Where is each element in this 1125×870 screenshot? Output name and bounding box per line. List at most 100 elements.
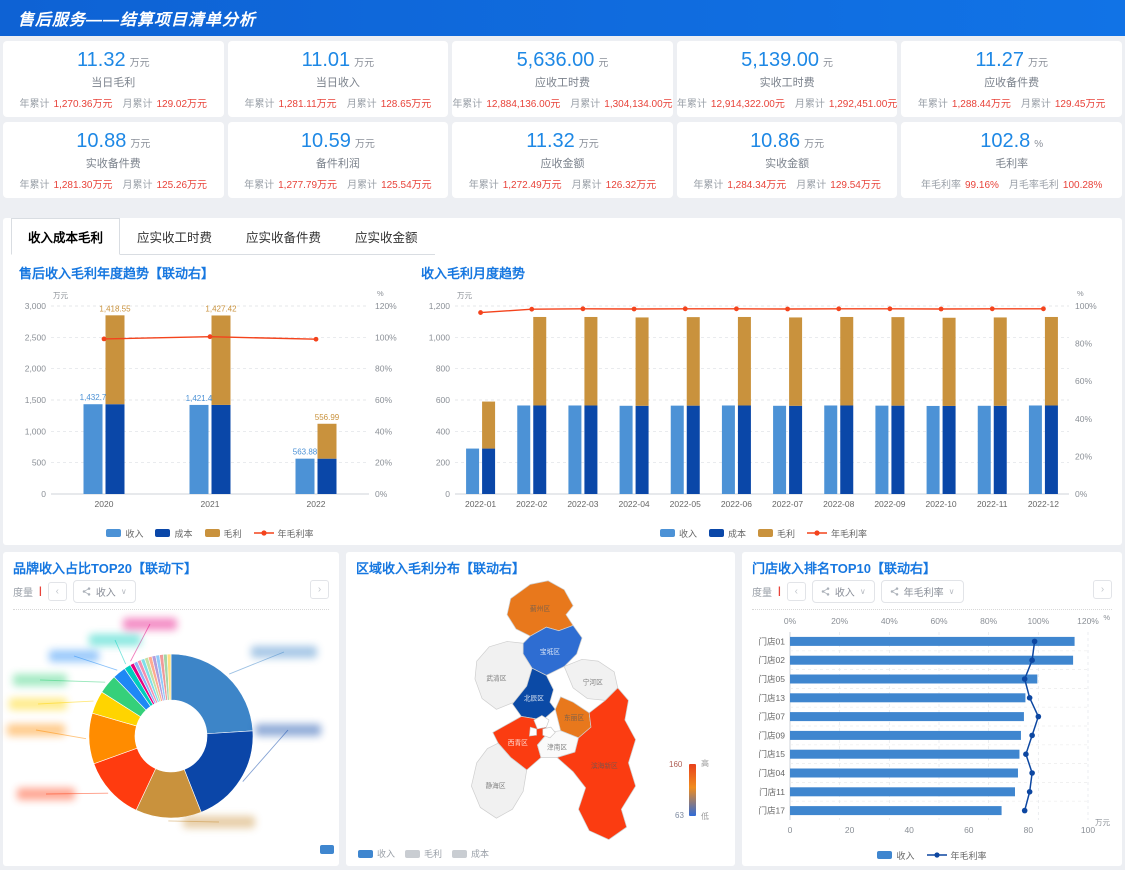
legend-item-收入[interactable]: 收入 (106, 527, 143, 540)
yearly-trend-section: 售后收入毛利年度趋势【联动右】 0 500 1,000 1,500 2,000 2,500… (9, 257, 411, 541)
kpi-stat-value: 1,281.11万元 (278, 98, 337, 110)
bottom-row: 品牌收入占比TOP20【联动下】 度量 | ‹ 收入 ∨ › 区域收入毛利分布【… (0, 552, 1125, 866)
redacted-brand-label (255, 724, 321, 736)
svg-text:3,000: 3,000 (25, 301, 47, 311)
yearly-chart-title: 售后收入毛利年度趋势【联动右】 (19, 266, 215, 281)
kpi-stat: 年累计 1,284.34万元 (693, 176, 786, 191)
measure-next-button[interactable]: › (310, 580, 329, 599)
kpi-stats: 年毛利率 99.16% 月毛率毛利 100.28% (921, 176, 1102, 191)
tab-应实收工时费[interactable]: 应实收工时费 (137, 231, 213, 245)
legend-item-年毛利率[interactable]: 年毛利率 (253, 527, 314, 540)
kpi-label: 毛利率 (995, 157, 1029, 170)
map-color-scale: 160 高 63 低 (669, 758, 715, 822)
svg-text:120%: 120% (1077, 616, 1099, 626)
legend-label: 年毛利率 (950, 850, 987, 861)
kpi-stat: 年累计 1,281.11万元 (245, 95, 337, 110)
legend-item-收入[interactable]: 收入 (358, 847, 395, 860)
legend-item-成本[interactable]: 成本 (155, 527, 193, 540)
legend-item-收入[interactable]: 收入 (877, 849, 915, 862)
legend-item-收入[interactable]: 收入 (659, 527, 697, 540)
brand-measure-value: 收入 (95, 588, 116, 599)
svg-text:40%: 40% (1075, 414, 1092, 424)
svg-text:%: % (1077, 289, 1084, 298)
kpi-unit: % (1034, 138, 1044, 150)
store-ranking-chart[interactable]: 0% 20% 40% 60% 80% 100% 120%% 0 20 40 60 80 100 万元 门店0… (742, 612, 1122, 847)
legend-label: 毛利 (777, 528, 796, 539)
svg-text:60%: 60% (1075, 376, 1092, 386)
kpi-stat-value: 1,292,451.00元 (828, 98, 898, 110)
store-measure-dropdown-2[interactable]: 年毛利率 ∨ (880, 580, 964, 603)
district-label: 武清区 (486, 674, 506, 683)
svg-text:门店13: 门店13 (759, 693, 786, 703)
legend-item-年毛利率[interactable]: 年毛利率 (807, 527, 867, 540)
brand-share-donut-chart[interactable] (5, 612, 337, 858)
kpi-stat: 月毛率毛利 100.28% (1009, 176, 1102, 191)
legend-item-毛利[interactable]: 毛利 (405, 847, 442, 860)
kpi-value: 102.8 (980, 129, 1031, 152)
svg-text:2022-11: 2022-11 (977, 499, 1008, 509)
svg-text:60: 60 (964, 825, 974, 835)
map-legend[interactable]: 收入 毛利 成本 (358, 847, 489, 860)
measure-next-button[interactable]: › (1093, 580, 1112, 599)
legend-label: 年毛利率 (831, 528, 868, 539)
district-label: 宝坻区 (539, 647, 559, 656)
district-label: 西青区 (507, 738, 527, 747)
legend-item-成本[interactable]: 成本 (708, 527, 746, 540)
legend-item-年毛利率[interactable]: 年毛利率 (926, 849, 987, 862)
tab-应实收备件费[interactable]: 应实收备件费 (246, 231, 322, 245)
svg-text:2022-10: 2022-10 (925, 499, 956, 509)
district-label: 滨海新区 (590, 761, 617, 770)
svg-text:100%: 100% (1075, 301, 1097, 311)
kpi-value: 11.27 (975, 48, 1024, 71)
measure-prev-button[interactable]: ‹ (47, 582, 67, 601)
region-choropleth-map[interactable]: 蓟州区 宝坻区 武清区 宁河区 北辰区 东丽区 西青区 津南区 静海区 滨海新区 (346, 579, 735, 863)
legend-item-毛利[interactable]: 毛利 (204, 527, 242, 540)
kpi-stat-value: 129.45万元 (1054, 98, 1106, 110)
svg-text:100: 100 (1081, 825, 1095, 835)
kpi-stat-key: 月累计 (122, 179, 153, 191)
brand-share-panel: 品牌收入占比TOP20【联动下】 度量 | ‹ 收入 ∨ › (3, 552, 339, 866)
store-measure-dropdown-1[interactable]: 收入 ∨ (811, 580, 875, 603)
yearly-trend-chart[interactable]: 0 500 1,000 1,500 2,000 2,500 3,000 0% 20% 40% 60%… (9, 284, 411, 525)
district-label: 东丽区 (563, 713, 583, 722)
svg-text:0%: 0% (375, 489, 388, 499)
tab-收入成本毛利[interactable]: 收入成本毛利 (11, 218, 121, 255)
yearly-chart-legend[interactable]: 收入 成本 毛利 年毛利率 (9, 525, 411, 541)
tab-应实收金额[interactable]: 应实收金额 (355, 231, 418, 245)
dashboard-header: 售后服务——结算项目清单分析 (0, 0, 1125, 36)
legend-item-成本[interactable]: 成本 (452, 847, 489, 860)
kpi-stat: 月累计 129.02万元 (122, 95, 207, 110)
measure-prev-button[interactable]: ‹ (786, 582, 806, 601)
svg-text:40: 40 (904, 825, 914, 835)
tab-bar-wrap: 收入成本毛利 应实收工时费 应实收备件费 应实收金额 (3, 218, 1122, 255)
svg-text:门店15: 门店15 (759, 749, 786, 759)
legend-swatch (758, 529, 773, 537)
scale-min-label: 63 (675, 811, 684, 820)
svg-text:门店04: 门店04 (759, 768, 786, 778)
kpi-stats: 年累计 12,914,322.00元 月累计 1,292,451.00元 (677, 95, 897, 110)
kpi-stat: 年累计 1,288.44万元 (918, 95, 1011, 110)
kpi-stat-key: 年累计 (468, 179, 499, 191)
district-label: 北辰区 (523, 694, 543, 702)
monthly-trend-chart[interactable]: 0 200 400 600 800 1,000 1,200 0% 20% 40% 60% 80% 100… (411, 284, 1116, 525)
brand-measure-dropdown[interactable]: 收入 ∨ (72, 580, 136, 603)
kpi-stat: 月累计 1,292,451.00元 (795, 95, 897, 110)
svg-text:100%: 100% (375, 332, 397, 342)
kpi-stats: 年累计 1,284.34万元 月累计 129.54万元 (693, 176, 881, 191)
store-chart-legend[interactable]: 收入 年毛利率 (742, 847, 1122, 863)
kpi-stat-value: 129.02万元 (156, 98, 208, 110)
kpi-stat: 年毛利率 99.16% (921, 176, 999, 191)
store-ranking-controls: 度量 | ‹ 收入 ∨ 年毛利率 ∨ › (742, 579, 1122, 606)
monthly-chart-legend[interactable]: 收入 成本 毛利 年毛利率 (411, 525, 1116, 541)
kpi-value-row: 5,636.00 元 (517, 49, 609, 72)
kpi-row-2: 10.88 万元 实收备件费 年累计 1,281.30万元 月累计 125.26万元 10.5… (0, 117, 1125, 198)
kpi-stat: 月累计 125.54万元 (347, 176, 432, 191)
kpi-card: 11.32 万元 当日毛利 年累计 1,270.36万元 月累计 129.02万元 (3, 41, 224, 117)
svg-text:1,432.7: 1,432.7 (80, 393, 107, 402)
kpi-stats: 年累计 1,281.11万元 月累计 128.65万元 (245, 95, 432, 110)
svg-text:100%: 100% (1027, 616, 1049, 626)
svg-text:2020: 2020 (95, 499, 114, 509)
svg-text:2022-05: 2022-05 (670, 499, 701, 509)
svg-text:1,000: 1,000 (25, 426, 47, 436)
legend-item-毛利[interactable]: 毛利 (758, 527, 795, 540)
